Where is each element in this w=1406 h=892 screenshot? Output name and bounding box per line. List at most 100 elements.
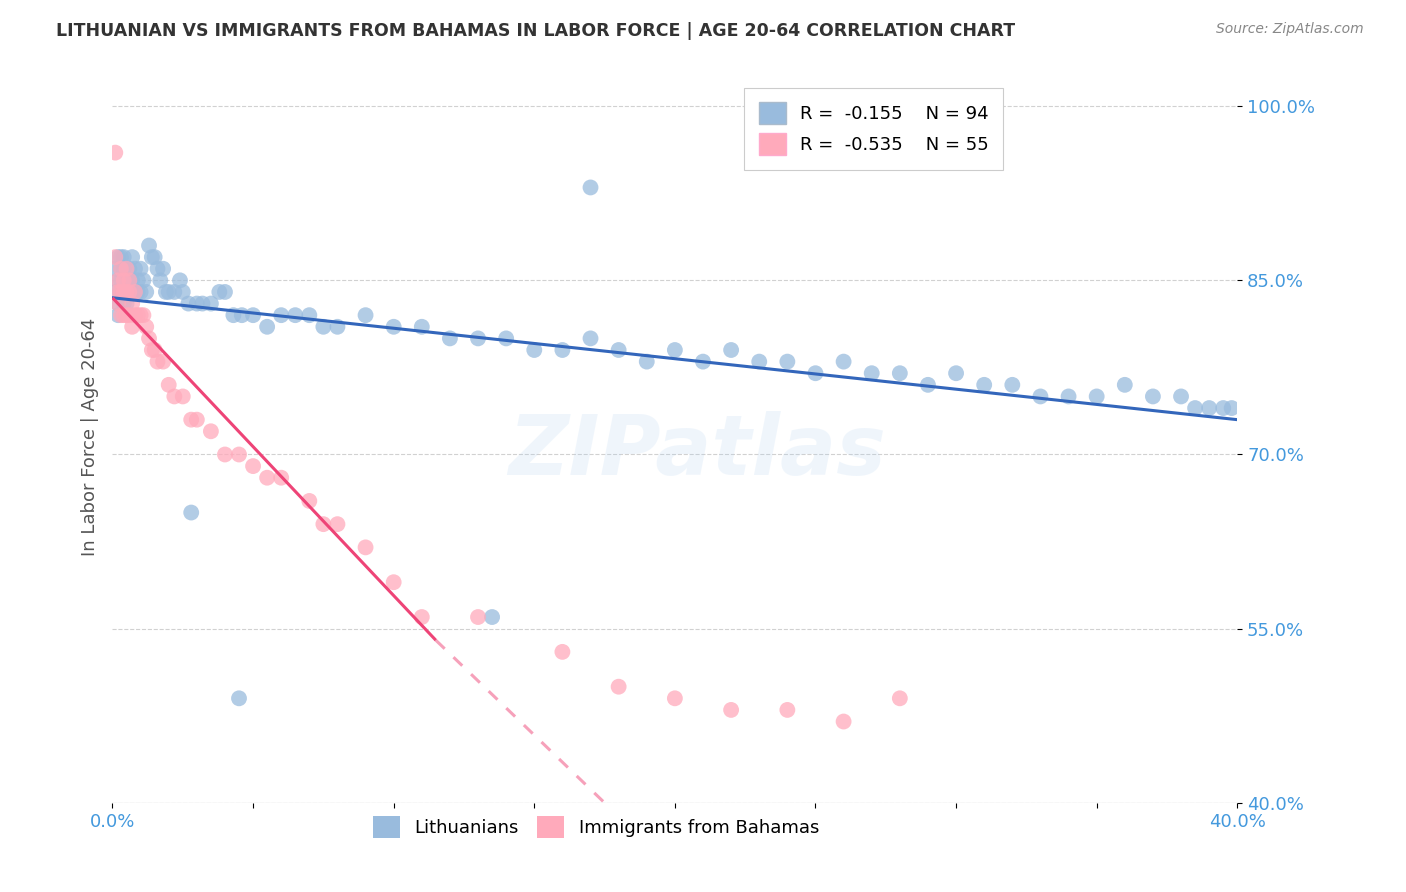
Point: [112, 308, 135, 322]
Point: [1212, 401, 1234, 415]
Point: [107, 296, 129, 310]
Point: [1085, 389, 1108, 403]
Point: [1170, 389, 1192, 403]
Point: [222, 308, 245, 322]
Point: [312, 517, 335, 532]
Point: [152, 354, 174, 368]
Point: [231, 308, 253, 322]
Point: [163, 389, 186, 403]
Point: [129, 285, 152, 299]
Point: [312, 319, 335, 334]
Point: [664, 343, 686, 357]
Point: [191, 296, 214, 310]
Point: [579, 331, 602, 345]
Point: [200, 296, 222, 310]
Point: [124, 285, 146, 299]
Point: [107, 285, 129, 299]
Point: [124, 261, 146, 276]
Point: [889, 366, 911, 380]
Point: [110, 285, 132, 299]
Point: [382, 319, 405, 334]
Point: [1198, 401, 1220, 415]
Point: [115, 308, 138, 322]
Point: [146, 261, 169, 276]
Point: [104, 145, 127, 160]
Point: [284, 308, 307, 322]
Point: [411, 610, 433, 624]
Point: [945, 366, 967, 380]
Point: [326, 319, 349, 334]
Point: [228, 448, 250, 462]
Point: [124, 285, 146, 299]
Point: [411, 319, 433, 334]
Point: [439, 331, 461, 345]
Point: [127, 273, 149, 287]
Point: [298, 494, 321, 508]
Point: [115, 285, 138, 299]
Point: [118, 308, 141, 322]
Point: [112, 285, 135, 299]
Point: [177, 296, 200, 310]
Point: [132, 273, 155, 287]
Point: [270, 471, 292, 485]
Point: [186, 412, 208, 426]
Point: [523, 343, 546, 357]
Point: [146, 354, 169, 368]
Point: [256, 471, 278, 485]
Point: [112, 296, 135, 310]
Point: [607, 680, 630, 694]
Point: [242, 308, 264, 322]
Point: [200, 424, 222, 438]
Point: [107, 296, 129, 310]
Point: [143, 343, 166, 357]
Point: [143, 250, 166, 264]
Point: [917, 377, 939, 392]
Point: [692, 354, 714, 368]
Point: [107, 250, 129, 264]
Point: [551, 343, 574, 357]
Point: [172, 285, 194, 299]
Point: [115, 285, 138, 299]
Point: [129, 308, 152, 322]
Point: [228, 691, 250, 706]
Point: [481, 610, 503, 624]
Point: [138, 331, 160, 345]
Point: [110, 250, 132, 264]
Point: [186, 296, 208, 310]
Point: [110, 261, 132, 276]
Point: [121, 273, 143, 287]
Point: [107, 273, 129, 287]
Point: [208, 285, 231, 299]
Point: [172, 389, 194, 403]
Point: [110, 308, 132, 322]
Point: [110, 285, 132, 299]
Point: [579, 180, 602, 194]
Point: [1184, 401, 1206, 415]
Point: [664, 691, 686, 706]
Point: [149, 273, 172, 287]
Point: [138, 238, 160, 252]
Point: [720, 703, 742, 717]
Point: [135, 319, 157, 334]
Y-axis label: In Labor Force | Age 20-64: In Labor Force | Age 20-64: [80, 318, 98, 557]
Point: [214, 448, 236, 462]
Text: Source: ZipAtlas.com: Source: ZipAtlas.com: [1216, 22, 1364, 37]
Point: [129, 261, 152, 276]
Point: [104, 261, 127, 276]
Point: [270, 308, 292, 322]
Point: [152, 261, 174, 276]
Point: [121, 250, 143, 264]
Point: [127, 308, 149, 322]
Point: [776, 354, 799, 368]
Point: [107, 273, 129, 287]
Point: [298, 308, 321, 322]
Point: [832, 714, 855, 729]
Point: [155, 285, 177, 299]
Point: [467, 610, 489, 624]
Point: [242, 459, 264, 474]
Point: [1057, 389, 1080, 403]
Point: [115, 273, 138, 287]
Point: [118, 285, 141, 299]
Point: [124, 308, 146, 322]
Point: [180, 506, 202, 520]
